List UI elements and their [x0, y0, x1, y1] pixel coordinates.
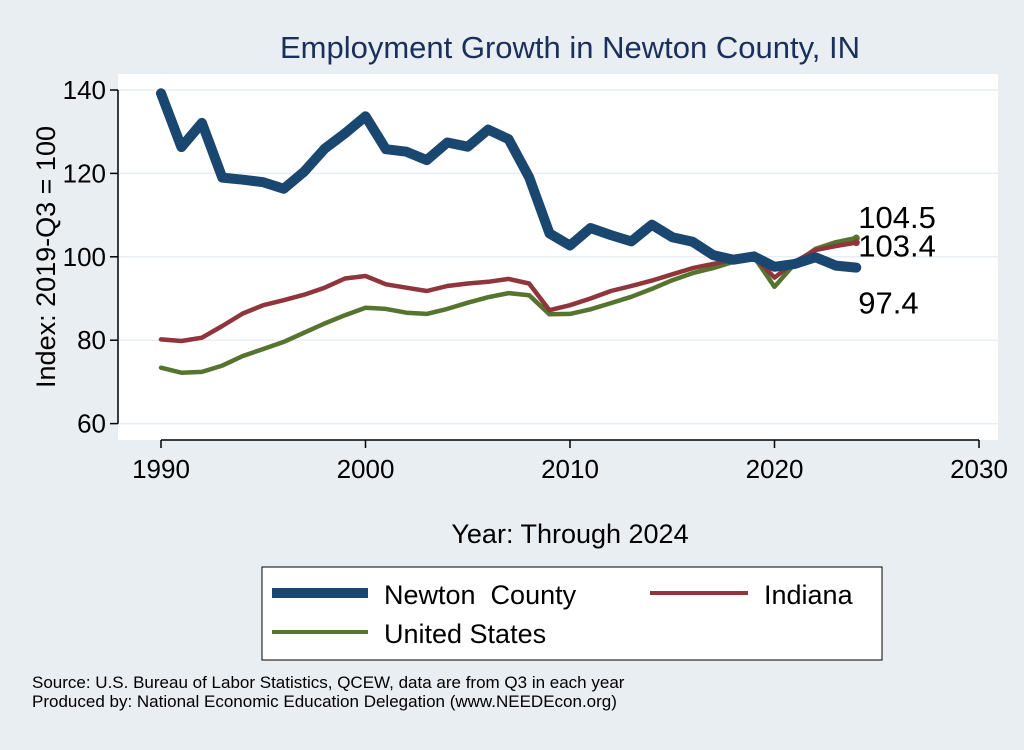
series-endpoint-newton-county	[852, 264, 860, 272]
x-tick-label-1990: 1990	[132, 454, 190, 484]
legend-box	[261, 566, 883, 661]
gridlines	[118, 89, 998, 425]
y-axis-label: Index: 2019-Q3 = 100	[31, 126, 61, 388]
y-tick-label-60: 60	[77, 409, 106, 439]
x-tick-label-2020: 2020	[746, 454, 804, 484]
y-tick-label-100: 100	[63, 242, 106, 272]
axes: 60 80 100 120 140 1990 2000 2010 2020 2030	[63, 75, 1008, 484]
legend-label-indiana: Indiana	[764, 580, 854, 610]
x-tick-label-2030: 2030	[950, 454, 1008, 484]
end-label-indiana: 103.4	[858, 229, 936, 264]
series-line-newton-county	[156, 88, 862, 273]
chart-title: Employment Growth in Newton County, IN	[280, 30, 860, 65]
end-label-united-states: 104.5	[858, 200, 936, 235]
producer-line: Produced by: National Economic Education…	[32, 692, 617, 711]
y-tick-label-120: 120	[63, 158, 106, 188]
legend-label-newton-county: Newton County	[384, 580, 577, 610]
source-line: Source: U.S. Bureau of Labor Statistics,…	[32, 673, 625, 692]
legend-label-united-states: United States	[384, 619, 546, 649]
x-axis-label: Year: Through 2024	[451, 519, 688, 549]
legend: Newton County Indiana United States	[261, 566, 883, 661]
series-endpoint-indiana	[852, 239, 860, 247]
series-lines	[156, 88, 862, 375]
end-label-newton-county: 97.4	[858, 286, 918, 321]
y-tick-label-80: 80	[77, 325, 106, 355]
x-tick-label-2000: 2000	[337, 454, 395, 484]
x-tick-label-2010: 2010	[541, 454, 599, 484]
y-tick-label-140: 140	[63, 75, 106, 105]
